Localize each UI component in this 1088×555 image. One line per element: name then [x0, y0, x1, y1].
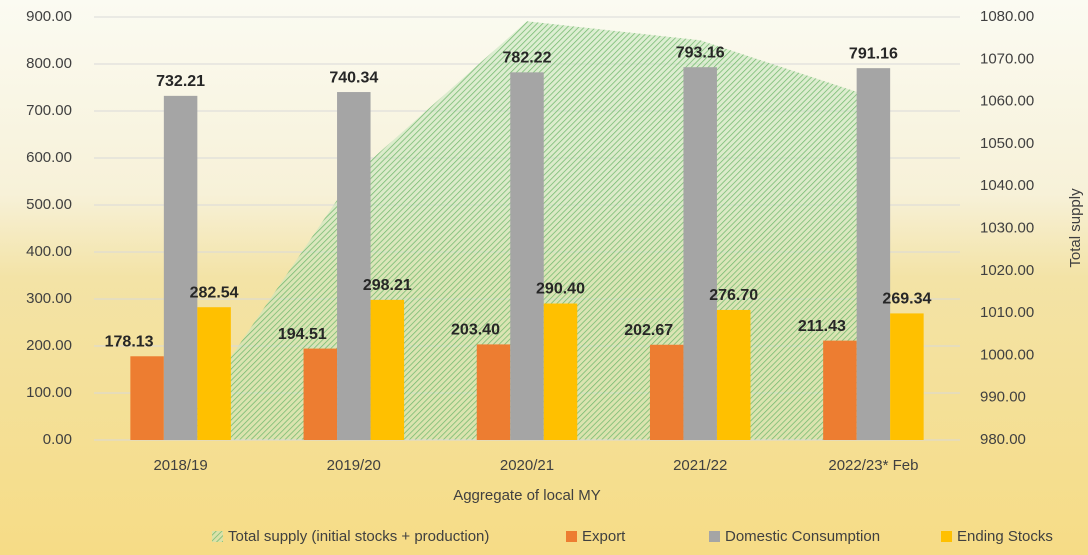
chart: Aggregate of local MY Total supply 0.00 1… [0, 0, 1088, 555]
legend-swatch [941, 531, 952, 542]
y-tick-label: 200.00 [26, 337, 72, 354]
value-label: 211.43 [798, 318, 846, 335]
legend-swatch [709, 531, 720, 542]
y-tick-label: 100.00 [26, 384, 72, 401]
y-tick-label: 800.00 [26, 55, 72, 72]
y2-tick-label: 1020.00 [980, 262, 1034, 279]
legend-swatch [212, 531, 223, 542]
bar [130, 356, 164, 440]
bar [164, 96, 198, 440]
value-label: 740.34 [329, 69, 378, 86]
legend-label: Export [582, 528, 626, 545]
bar [717, 310, 751, 440]
value-label: 298.21 [363, 277, 412, 294]
bar [304, 349, 338, 440]
value-label: 282.54 [190, 284, 239, 301]
bar [890, 313, 924, 440]
value-label: 276.70 [709, 287, 758, 304]
y-tick-label: 0.00 [43, 431, 72, 448]
y2-tick-label: 1060.00 [980, 93, 1034, 110]
y-tick-label: 600.00 [26, 149, 72, 166]
bar [371, 300, 405, 440]
bar [477, 344, 511, 440]
bar [337, 92, 371, 440]
y2-tick-label: 1040.00 [980, 177, 1034, 194]
y2-tick-label: 1050.00 [980, 135, 1034, 152]
y-tick-label: 400.00 [26, 243, 72, 260]
bar [510, 72, 544, 440]
bar [857, 68, 891, 440]
x-tick-label: 2021/22 [673, 457, 727, 474]
y-tick-label: 700.00 [26, 102, 72, 119]
bar [544, 304, 578, 440]
value-label: 782.22 [503, 50, 552, 67]
y-tick-label: 500.00 [26, 196, 72, 213]
page: Aggregate of local MY Total supply 0.00 1… [0, 0, 1088, 555]
legend-label: Total supply (initial stocks + productio… [228, 528, 489, 545]
value-label: 732.21 [156, 73, 205, 90]
bar [650, 345, 684, 440]
y2-tick-label: 980.00 [980, 431, 1026, 448]
y2-tick-label: 990.00 [980, 389, 1026, 406]
x-tick-label: 2018/19 [153, 457, 207, 474]
value-label: 269.34 [882, 291, 931, 308]
value-label: 290.40 [536, 281, 585, 298]
value-label: 202.67 [624, 322, 673, 339]
y2-tick-label: 1030.00 [980, 219, 1034, 236]
y-tick-label: 900.00 [26, 8, 72, 25]
x-tick-label: 2022/23* Feb [828, 457, 918, 474]
x-tick-label: 2020/21 [500, 457, 554, 474]
x-axis-title: Aggregate of local MY [453, 487, 601, 504]
y-tick-label: 300.00 [26, 290, 72, 307]
x-tick-label: 2019/20 [327, 457, 381, 474]
value-label: 791.16 [849, 45, 898, 62]
y2-axis-title: Total supply [1067, 188, 1084, 268]
y2-tick-label: 1000.00 [980, 346, 1034, 363]
y2-tick-label: 1070.00 [980, 50, 1034, 67]
bar [823, 341, 857, 440]
y2-tick-label: 1010.00 [980, 304, 1034, 321]
legend-swatch [566, 531, 577, 542]
y2-tick-label: 1080.00 [980, 8, 1034, 25]
legend-label: Domestic Consumption [725, 528, 880, 545]
bar [683, 67, 717, 440]
legend-label: Ending Stocks [957, 528, 1053, 545]
bar [197, 307, 231, 440]
value-label: 178.13 [105, 333, 154, 350]
value-label: 203.40 [451, 322, 500, 339]
value-label: 194.51 [278, 326, 327, 343]
value-label: 793.16 [676, 44, 725, 61]
